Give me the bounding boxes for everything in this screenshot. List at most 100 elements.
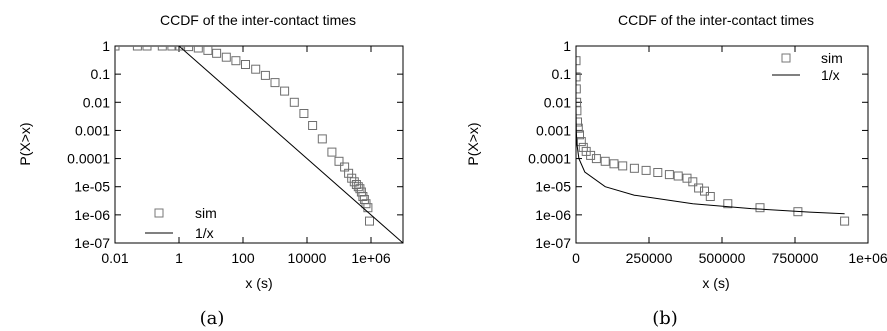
- data-point-sim: [334, 156, 344, 166]
- y-tick-label: 1e-07: [74, 235, 110, 251]
- y-tick-label: 0.001: [75, 122, 110, 138]
- data-point-sim: [174, 46, 184, 51]
- panel-caption: (a): [200, 308, 225, 329]
- data-point-sim: [576, 130, 584, 140]
- legend: sim 1/x: [772, 50, 843, 83]
- data-point-sim: [260, 70, 270, 80]
- series-line-1-over-x: [576, 46, 845, 215]
- y-tick-label: 1e-05: [535, 179, 571, 195]
- y-tick-label: 0.0001: [67, 151, 110, 167]
- y-tick-label: 1e-05: [74, 179, 110, 195]
- legend-marker-sim: [154, 208, 164, 218]
- y-tick-label: 1e-06: [74, 207, 110, 223]
- data-point-sim: [212, 48, 222, 58]
- data-marks: [576, 46, 850, 226]
- data-point-sim: [653, 168, 663, 177]
- data-point-sim: [157, 46, 167, 51]
- y-tick-label: 0.01: [83, 94, 110, 110]
- data-point-sim: [167, 46, 177, 51]
- legend-label-line: 1/x: [821, 67, 840, 83]
- data-point-sim: [609, 159, 619, 169]
- data-point-sim: [184, 46, 194, 52]
- data-point-sim: [618, 161, 628, 171]
- data-point-sim: [688, 177, 698, 187]
- data-point-sim: [251, 64, 261, 74]
- data-point-sim: [755, 203, 765, 213]
- chart-panel-a: CCDF of the inter-contact times 1 0.1 0.01…: [17, 12, 404, 329]
- y-tick-label: 0.1: [552, 66, 572, 82]
- legend: sim 1/x: [145, 205, 217, 241]
- data-point-sim: [327, 147, 337, 157]
- data-point-sim: [600, 156, 610, 166]
- y-tick-label: 1e-07: [535, 235, 571, 251]
- x-tick-label: 1e+06: [848, 250, 887, 266]
- chart-title: CCDF of the inter-contact times: [160, 12, 356, 28]
- y-tick-label: 0.1: [91, 66, 111, 82]
- data-point-sim: [840, 216, 850, 226]
- data-point-sim: [576, 117, 582, 127]
- data-point-sim: [705, 192, 715, 201]
- data-point-sim: [586, 150, 596, 160]
- data-point-sim: [132, 46, 142, 51]
- x-tick-labels: 0.01 1 100 10000 1e+06: [101, 250, 390, 266]
- data-point-sim: [142, 46, 152, 51]
- y-tick-labels: 1 0.1 0.01 0.001 0.0001 1e-05 1e-06 1e-07: [528, 38, 571, 251]
- data-point-sim: [694, 183, 704, 193]
- data-point-sim: [308, 121, 318, 130]
- series-line-1-over-x: [178, 46, 403, 243]
- data-point-sim: [700, 186, 709, 196]
- y-tick-label: 1: [102, 38, 110, 54]
- x-axis-label: x (s): [245, 275, 272, 291]
- tick-marks: [114, 45, 403, 244]
- data-point-sim: [673, 171, 683, 181]
- y-tick-label: 0.01: [544, 94, 571, 110]
- y-tick-label: 0.001: [536, 122, 571, 138]
- y-axis-label: P(X>x): [465, 122, 481, 165]
- data-point-sim: [641, 165, 651, 175]
- data-point-sim: [280, 86, 290, 96]
- data-point-sim: [270, 78, 280, 88]
- data-point-sim: [221, 52, 231, 62]
- data-point-sim: [289, 97, 299, 107]
- data-point-sim: [723, 199, 733, 209]
- y-tick-label: 1e-06: [535, 207, 571, 223]
- data-point-sim: [664, 170, 674, 180]
- y-tick-label: 1: [563, 38, 571, 54]
- data-point-sim: [629, 163, 639, 173]
- data-point-sim: [576, 123, 583, 133]
- y-axis-label: P(X>x): [17, 122, 33, 165]
- chart-title: CCDF of the inter-contact times: [618, 12, 814, 28]
- x-tick-label: 250000: [626, 250, 673, 266]
- legend-label-line: 1/x: [195, 225, 214, 241]
- data-point-sim: [344, 168, 354, 178]
- data-point-sim: [231, 56, 241, 66]
- data-point-sim: [358, 192, 368, 201]
- x-axis-label: x (s): [702, 275, 729, 291]
- chart-panel-b: CCDF of the inter-contact times 1 0.1 0.01…: [465, 12, 887, 329]
- data-point-sim: [193, 46, 203, 53]
- y-tick-label: 0.0001: [528, 151, 571, 167]
- x-tick-label: 500000: [699, 250, 746, 266]
- y-tick-labels: 1 0.1 0.01 0.001 0.0001 1e-05 1e-06 1e-07: [67, 38, 110, 251]
- x-tick-label: 0.01: [101, 250, 128, 266]
- x-tick-labels: 0 250000 500000 750000 1e+06: [572, 250, 887, 266]
- data-point-sim: [241, 60, 250, 69]
- legend-label-sim: sim: [821, 50, 843, 66]
- x-tick-label: 1e+06: [351, 250, 391, 266]
- legend-marker-sim: [781, 53, 791, 63]
- panel-caption: (b): [652, 308, 678, 329]
- x-tick-label: 0: [572, 250, 580, 266]
- data-point-sim: [576, 137, 586, 147]
- data-point-sim: [317, 134, 327, 144]
- plot-frame: [114, 45, 404, 244]
- x-tick-label: 100: [231, 250, 255, 266]
- x-tick-label: 10000: [288, 250, 327, 266]
- legend-label-sim: sim: [195, 205, 217, 221]
- data-point-sim: [353, 182, 363, 192]
- data-point-sim: [576, 56, 581, 66]
- data-point-sim: [365, 216, 374, 226]
- x-tick-label: 750000: [772, 250, 819, 266]
- data-point-sim: [576, 106, 582, 116]
- data-point-sim: [591, 154, 601, 164]
